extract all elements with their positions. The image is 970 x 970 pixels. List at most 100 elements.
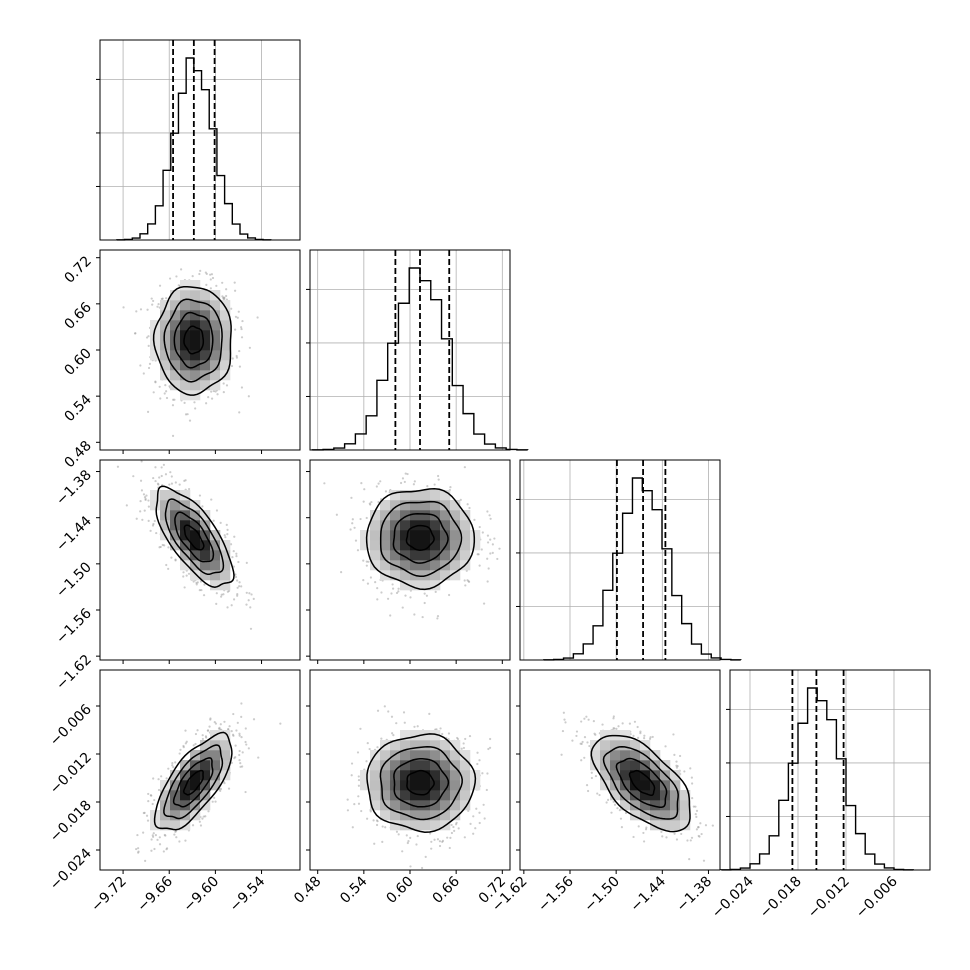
contour-0: [183, 325, 205, 355]
sample-point: [481, 531, 484, 534]
x-tick-label: 0.48: [291, 874, 324, 907]
sample-point: [235, 354, 238, 358]
sample-point: [215, 592, 218, 595]
sample-point: [350, 762, 354, 765]
density-panel-2-0: [96, 459, 301, 664]
sample-point: [198, 589, 201, 592]
sample-point: [416, 725, 419, 728]
density-cell: [210, 760, 221, 771]
sample-point: [397, 590, 400, 593]
sample-point: [642, 831, 645, 835]
contour-2: [163, 744, 224, 820]
sample-point: [232, 598, 236, 601]
density-cell: [170, 780, 181, 791]
sample-point: [369, 576, 373, 579]
sample-point: [447, 593, 451, 597]
sample-point: [248, 346, 251, 349]
sample-point: [234, 756, 237, 759]
x-tick-label: −0.006: [853, 873, 901, 921]
density-cell: [200, 520, 211, 531]
density-cell: [190, 770, 201, 781]
sample-point: [575, 734, 578, 738]
density-cell: [430, 540, 441, 551]
density-cell: [660, 780, 671, 791]
density-cell: [220, 580, 231, 591]
density-frame: [99, 459, 301, 661]
sample-point: [160, 474, 163, 478]
sample-point: [234, 573, 237, 576]
sample-point: [157, 778, 160, 781]
sample-point: [632, 734, 635, 737]
sample-point: [247, 599, 250, 602]
contour-2: [163, 298, 223, 383]
density-cell: [180, 780, 191, 791]
sample-point: [183, 401, 186, 404]
density-cell: [430, 490, 441, 501]
sample-point: [690, 836, 694, 839]
density-cell: [420, 530, 431, 541]
sample-point: [691, 782, 694, 785]
density-cell: [460, 770, 471, 781]
sample-point: [160, 775, 163, 778]
sample-point: [215, 284, 218, 287]
x-tick-label: −0.012: [805, 874, 853, 922]
sample-point: [215, 509, 219, 512]
density-cell: [460, 790, 471, 801]
sample-point: [639, 732, 642, 735]
density-panel-3-2: [516, 669, 721, 874]
sample-point: [182, 571, 185, 574]
sample-point: [436, 617, 439, 620]
density-cell: [410, 580, 421, 591]
sample-point: [464, 737, 467, 741]
sample-point: [391, 583, 394, 586]
sample-point: [140, 460, 143, 463]
density-cell: [200, 760, 211, 771]
density-cell: [620, 790, 631, 801]
sample-point: [240, 702, 243, 705]
density-cell: [430, 790, 441, 801]
x-tick-label: 0.54: [337, 873, 370, 906]
sample-point: [373, 842, 376, 845]
sample-point: [170, 482, 174, 485]
sample-point: [155, 531, 158, 535]
sample-point: [238, 732, 241, 735]
density-cell: [430, 730, 441, 741]
density-cell: [200, 350, 211, 361]
density-cell: [220, 310, 231, 321]
sample-point: [441, 732, 444, 736]
sample-point: [156, 838, 159, 841]
sample-point: [250, 593, 253, 596]
sample-point: [150, 297, 153, 300]
density-cell: [440, 490, 451, 501]
sample-point: [209, 273, 212, 276]
sample-point: [711, 824, 714, 827]
sample-point: [665, 836, 668, 839]
sample-point: [173, 398, 176, 401]
density-cell: [170, 540, 181, 551]
contour-1: [173, 311, 214, 369]
density-cell: [390, 810, 401, 821]
density-cell: [390, 550, 401, 561]
sample-point: [221, 295, 224, 298]
sample-point: [409, 865, 412, 868]
sample-point: [147, 344, 150, 347]
sample-point: [220, 595, 223, 598]
sample-point: [256, 316, 259, 319]
density-cell: [390, 490, 401, 501]
density-cell: [620, 760, 631, 771]
sample-point: [142, 372, 145, 375]
sample-point: [235, 356, 239, 359]
contour-1: [172, 757, 214, 808]
density-cell: [170, 510, 181, 521]
sample-point: [247, 395, 250, 398]
sample-point: [252, 597, 255, 600]
sample-point: [236, 316, 239, 319]
sample-point: [220, 593, 223, 596]
sample-point: [673, 753, 676, 757]
sample-point: [390, 592, 393, 595]
sample-point: [147, 366, 151, 370]
sample-point: [463, 836, 466, 839]
density-cell: [380, 810, 391, 821]
sample-point: [438, 844, 442, 848]
sample-point: [215, 602, 218, 605]
